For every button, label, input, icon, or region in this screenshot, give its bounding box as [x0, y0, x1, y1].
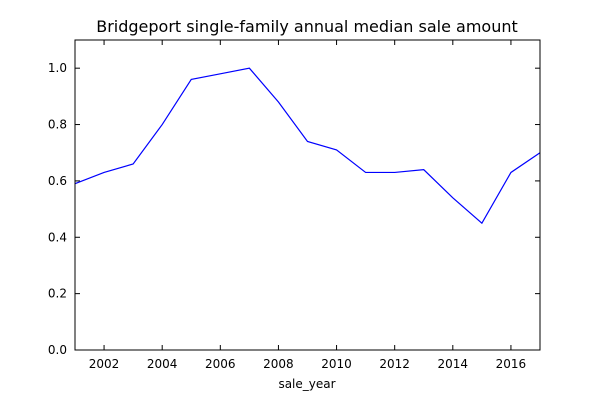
x-tick-label-2008: 2008 — [263, 357, 294, 371]
y-tick-label-1: 0.2 — [48, 287, 67, 301]
plot-area — [74, 67, 541, 225]
y-tick-label-0: 0.0 — [48, 343, 67, 357]
x-tick-label-2014: 2014 — [438, 357, 469, 371]
chart-title: Bridgeport single-family annual median s… — [96, 17, 518, 36]
plot-frame — [74, 39, 541, 351]
y-tick-label-2: 0.4 — [48, 230, 67, 244]
x-tick-label-2002: 2002 — [89, 357, 120, 371]
axis-ticks: 2002 2004 2006 2008 2010 2012 2014 2016 0.0 0.2 0.… — [48, 40, 540, 371]
y-tick-label-5: 1.0 — [48, 61, 67, 75]
series-line-0 — [74, 67, 541, 225]
x-axis-label: sale_year — [278, 377, 335, 391]
x-tick-label-2010: 2010 — [321, 357, 352, 371]
y-tick-label-3: 0.6 — [48, 174, 67, 188]
x-tick-label-2012: 2012 — [379, 357, 410, 371]
x-tick-label-2006: 2006 — [205, 357, 236, 371]
x-tick-label-2016: 2016 — [496, 357, 527, 371]
y-tick-label-4: 0.8 — [48, 118, 67, 132]
x-tick-label-2004: 2004 — [147, 357, 178, 371]
